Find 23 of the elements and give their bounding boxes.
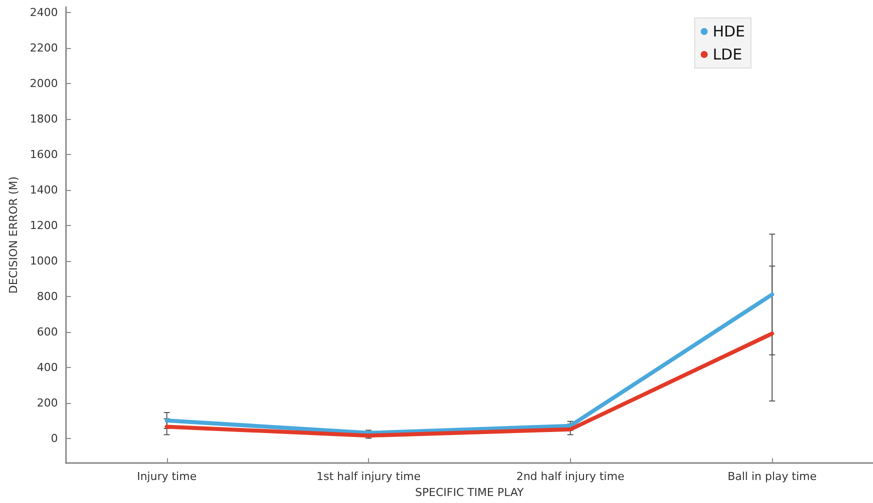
line-series <box>164 332 774 438</box>
y-tick-label: 1800 <box>30 112 58 126</box>
x-tick-label: 2nd half injury time <box>516 470 625 484</box>
y-tick-label: 800 <box>36 290 58 303</box>
y-tick-label: 2400 <box>30 6 58 19</box>
legend-label: HDE <box>712 22 746 40</box>
x-axis-title: SPECIFIC TIME PLAY <box>415 486 524 499</box>
x-tick-label: Ball in play time <box>728 470 817 484</box>
y-tick-label: 0 <box>50 432 58 445</box>
y-tick-label: 1200 <box>30 218 58 232</box>
x-tick-label: Injury time <box>136 470 197 484</box>
y-tick-label: 200 <box>36 396 58 410</box>
y-tick-label: 2000 <box>30 76 58 90</box>
y-axis-title: DECISION ERROR (M) <box>7 176 20 294</box>
legend-label: LDE <box>712 46 742 64</box>
y-tick-label: 2200 <box>30 41 58 54</box>
y-tick-label: 1600 <box>30 148 58 161</box>
x-tick-label: 1st half injury time <box>316 470 421 484</box>
y-tick-label: 1000 <box>30 254 58 268</box>
y-tick-label: 600 <box>36 325 58 338</box>
y-tick-label: 400 <box>36 360 58 374</box>
y-tick-label: 1400 <box>30 183 58 196</box>
line-series <box>164 292 774 435</box>
